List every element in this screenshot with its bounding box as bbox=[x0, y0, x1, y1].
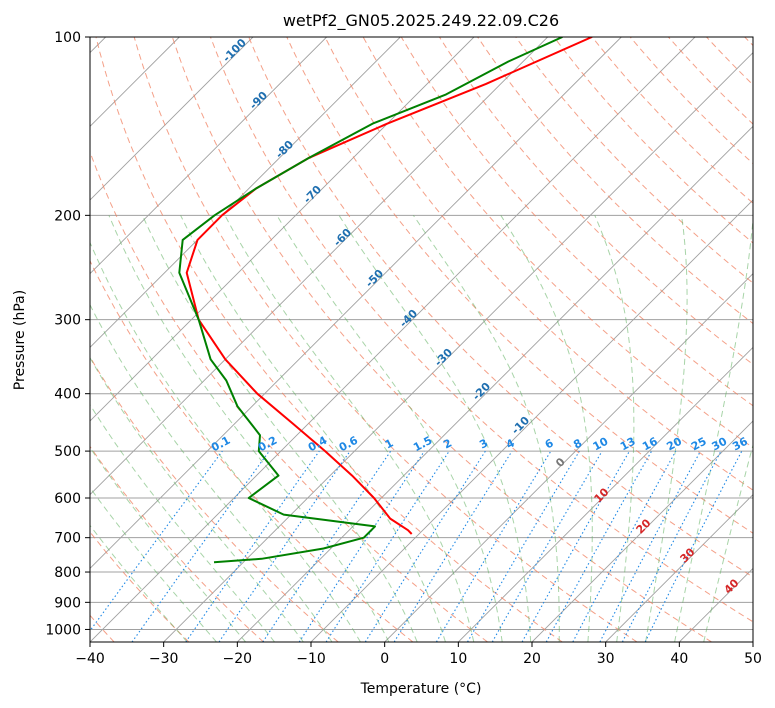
x-tick-label: 30 bbox=[597, 651, 615, 667]
y-tick-label: 300 bbox=[54, 313, 81, 329]
y-tick-label: 700 bbox=[54, 531, 81, 547]
y-tick-label: 100 bbox=[54, 30, 81, 46]
mixing-ratio-line bbox=[185, 450, 320, 642]
dry-adiabat-line bbox=[362, 37, 753, 449]
dry-adiabat-line bbox=[400, 37, 753, 407]
chart-title: wetPf2_GN05.2025.249.22.09.C26 bbox=[283, 11, 559, 31]
y-tick-label: 600 bbox=[54, 491, 81, 507]
mixing-ratio-line bbox=[218, 450, 351, 642]
x-tick-label: 0 bbox=[380, 651, 389, 667]
dry-adiabat-line bbox=[95, 37, 563, 642]
isotherm-line bbox=[531, 420, 753, 642]
moist-adiabat-line bbox=[224, 215, 475, 642]
y-tick-label: 800 bbox=[54, 565, 81, 581]
mixing-ratio-line bbox=[325, 450, 450, 642]
moist-adiabat-line bbox=[90, 403, 275, 642]
moist-adiabat-line bbox=[674, 215, 753, 642]
dry-adiabat-line bbox=[90, 259, 414, 642]
dry-adiabat-line bbox=[133, 37, 638, 642]
x-tick-label: −40 bbox=[75, 651, 105, 667]
moist-adiabat-line bbox=[338, 215, 532, 642]
isotherm-line bbox=[90, 37, 548, 496]
dry-adiabat-line bbox=[515, 37, 753, 284]
dry-adiabat-line bbox=[248, 37, 753, 578]
isotherm-line bbox=[90, 37, 254, 201]
moist-adiabat-line bbox=[412, 215, 560, 642]
moist-adiabat-line bbox=[108, 215, 390, 642]
moist-adiabat-line bbox=[90, 356, 304, 642]
mixing-ratio-label: 13 bbox=[618, 435, 638, 454]
series-layer bbox=[178, 37, 593, 564]
mixing-ratio-line bbox=[393, 450, 513, 642]
mixing-ratio-line bbox=[467, 450, 580, 642]
mixing-ratio-line bbox=[545, 450, 653, 642]
isotherm-line bbox=[458, 346, 753, 642]
y-axis-title: Pressure (hPa) bbox=[12, 290, 28, 390]
mixing-ratio-label: 16 bbox=[640, 435, 660, 454]
dry-adiabat-line bbox=[210, 37, 753, 623]
x-tick-label: −30 bbox=[149, 651, 179, 667]
moist-adiabat-line bbox=[594, 215, 635, 642]
y-tick-label: 1000 bbox=[45, 622, 81, 638]
x-tick-label: 10 bbox=[449, 651, 467, 667]
mixing-ratio-line bbox=[521, 450, 630, 642]
y-tick-label: 400 bbox=[54, 387, 81, 403]
isotherm-line bbox=[90, 37, 475, 422]
x-tick-label: −10 bbox=[296, 651, 326, 667]
mixing-ratio-label: 20 bbox=[664, 435, 684, 454]
isotherm-line bbox=[605, 494, 753, 642]
isotherm-line bbox=[163, 52, 753, 642]
moist-adiabat-line bbox=[90, 303, 333, 642]
mixing-ratio-label: 10 bbox=[591, 435, 611, 454]
dry-adiabat-line bbox=[591, 37, 753, 204]
mixing-ratio-line bbox=[435, 450, 552, 642]
mixing-ratio-line bbox=[90, 450, 223, 632]
temperature-profile-line bbox=[185, 37, 593, 535]
mixing-ratio-label: 30 bbox=[710, 435, 730, 454]
isotherm-line bbox=[90, 37, 622, 569]
y-tick-label: 500 bbox=[54, 444, 81, 460]
isotherm-line bbox=[90, 37, 327, 275]
y-tick-label: 900 bbox=[54, 595, 81, 611]
mixing-ratio-line bbox=[572, 450, 677, 642]
moist-adiabat-line bbox=[500, 215, 593, 642]
x-axis-title: Temperature (°C) bbox=[360, 681, 482, 697]
dry-adiabat-line bbox=[324, 37, 753, 491]
isotherm-line bbox=[90, 37, 401, 348]
plot-background bbox=[90, 37, 753, 642]
moist-adiabat-line bbox=[703, 443, 753, 642]
moist-adiabat-line bbox=[180, 215, 446, 642]
dry-adiabat-line bbox=[90, 445, 264, 642]
x-tick-label: 20 bbox=[523, 651, 541, 667]
isotherm-line bbox=[384, 273, 753, 642]
grid-layer bbox=[90, 37, 753, 642]
x-tick-label: 40 bbox=[670, 651, 688, 667]
dry-adiabat-line bbox=[477, 37, 753, 325]
x-tick-label: −20 bbox=[223, 651, 253, 667]
mixing-ratio-label: 25 bbox=[689, 435, 709, 454]
isotherm-line bbox=[237, 125, 753, 642]
mixing-ratio-line bbox=[491, 450, 603, 642]
dry-adiabat-line bbox=[171, 37, 712, 642]
moist-adiabat-line bbox=[90, 524, 188, 642]
mixing-ratio-label: 36 bbox=[730, 435, 750, 454]
y-tick-label: 200 bbox=[54, 208, 81, 224]
plot-frame bbox=[89, 36, 754, 643]
moist-adiabat-line bbox=[90, 241, 361, 642]
moist-adiabat-line bbox=[90, 446, 246, 642]
mixing-ratio-line bbox=[131, 450, 270, 642]
dewpoint-profile-line bbox=[178, 37, 563, 564]
mixing-ratio-line bbox=[364, 450, 486, 642]
dry-adiabat-line bbox=[629, 37, 753, 165]
x-tick-label: 50 bbox=[744, 651, 762, 667]
moist-adiabat-line bbox=[90, 486, 217, 642]
moist-adiabat-line bbox=[276, 215, 503, 642]
isotherm-line bbox=[752, 641, 753, 642]
moist-adiabat-line bbox=[645, 215, 688, 642]
axis-layer: −40 −30 −20 −10 0 10 20 30 40 50 100 200 300 400 500 60… bbox=[45, 30, 762, 667]
